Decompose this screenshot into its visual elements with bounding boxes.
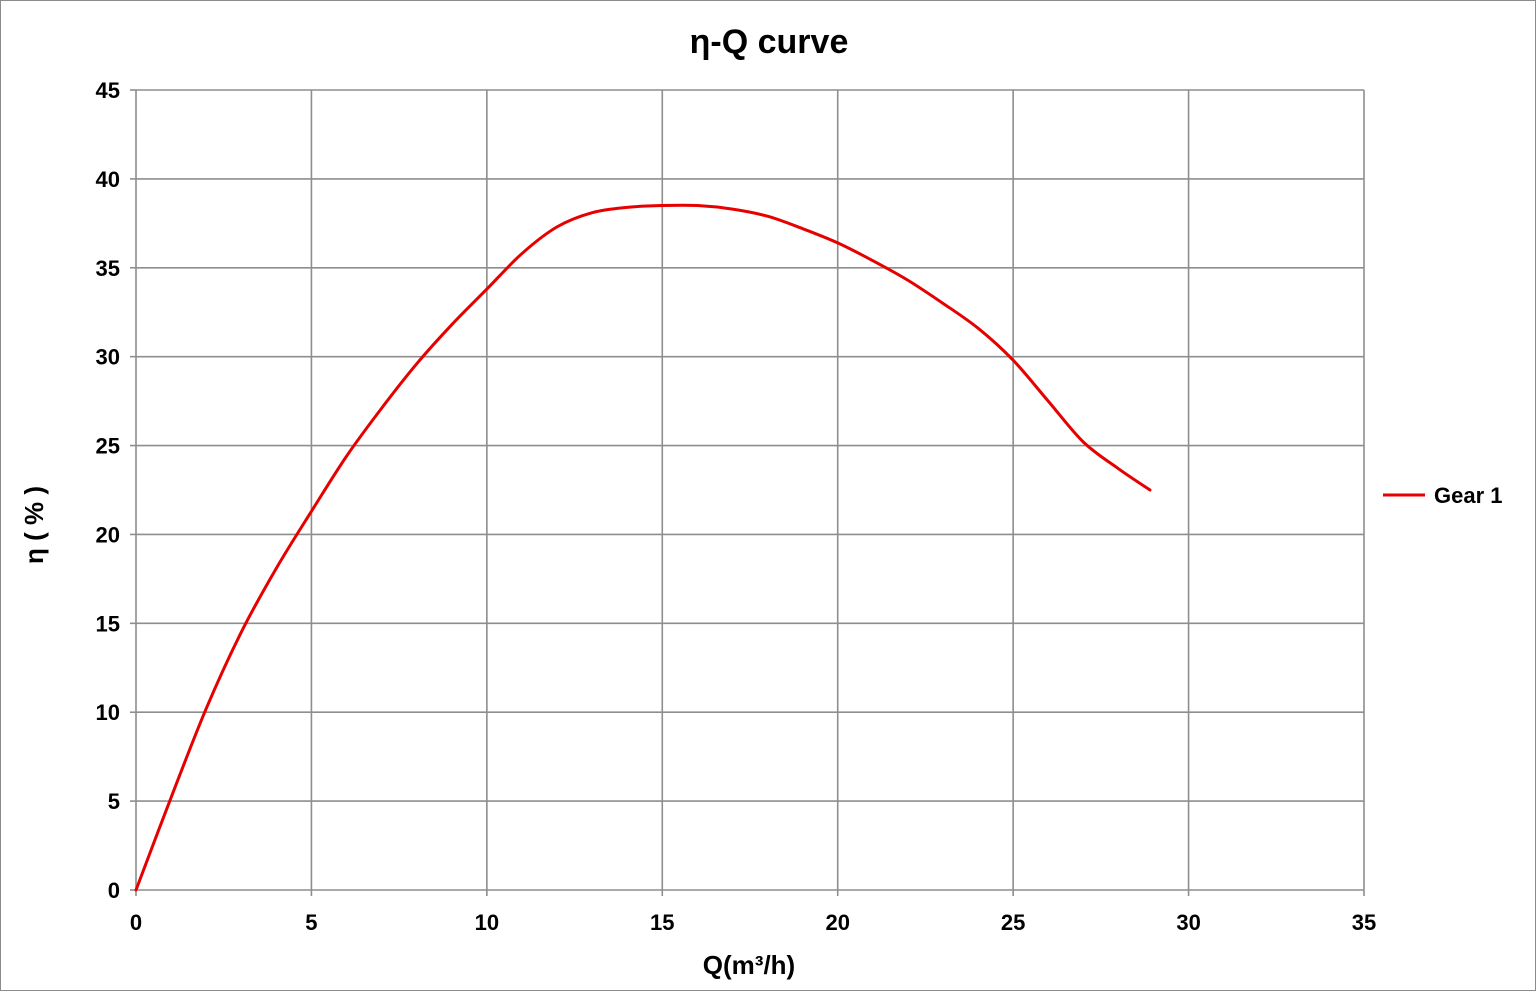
y-tick-label: 0: [108, 878, 120, 903]
x-tick-label: 5: [305, 910, 317, 935]
legend-label: Gear 1: [1434, 483, 1503, 508]
legend: Gear 1: [1383, 483, 1503, 508]
y-tick-label: 45: [96, 78, 120, 103]
y-tick-label: 25: [96, 434, 120, 459]
y-tick-label: 40: [96, 167, 120, 192]
x-tick-label: 20: [825, 910, 849, 935]
series-line-gear-1: [134, 203, 1152, 892]
series-lines: [134, 203, 1152, 892]
y-tick-label: 35: [96, 256, 120, 281]
y-tick-label: 20: [96, 522, 120, 547]
chart-title: η-Q curve: [690, 23, 849, 61]
x-tick-label: 15: [650, 910, 674, 935]
x-tick-label: 30: [1176, 910, 1200, 935]
grid-lines: [135, 89, 1365, 891]
x-tick-label: 10: [475, 910, 499, 935]
y-tick-label: 10: [96, 700, 120, 725]
axis-ticks: 0 5 10 15 20 25 30 35 40 45 0 5 10 15 20 25 30 35: [96, 78, 1377, 935]
y-tick-label: 15: [96, 611, 120, 636]
y-axis-title: η ( % ): [19, 486, 49, 564]
y-tick-label: 30: [96, 345, 120, 370]
y-tick-label: 5: [108, 789, 120, 814]
x-axis-title: Q(m³/h): [703, 950, 795, 980]
x-tick-label: 35: [1352, 910, 1376, 935]
x-tick-label: 0: [130, 910, 142, 935]
x-tick-label: 25: [1001, 910, 1025, 935]
